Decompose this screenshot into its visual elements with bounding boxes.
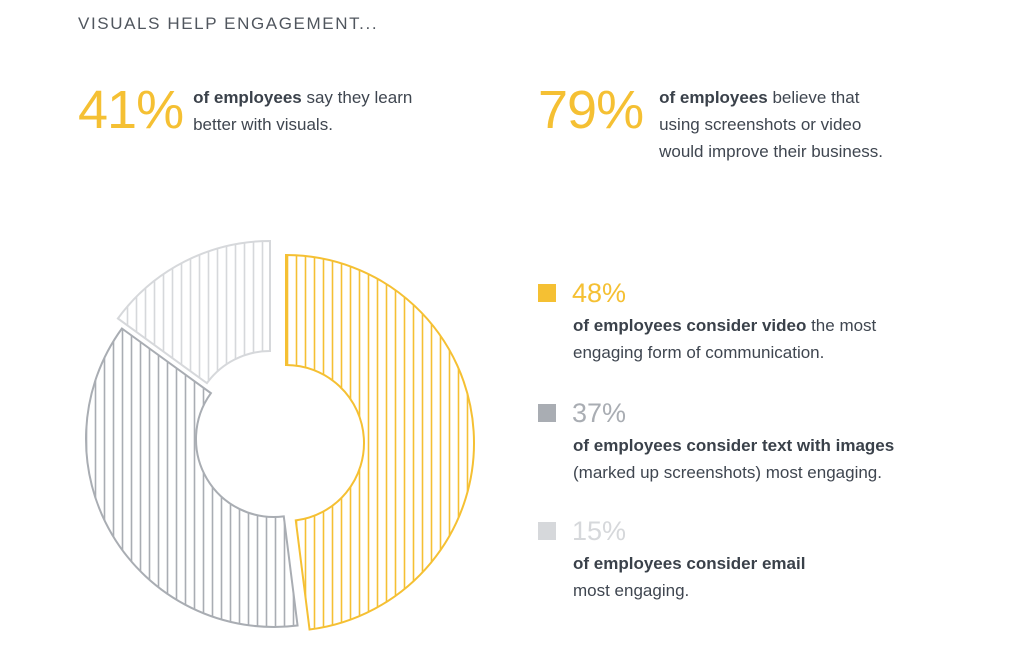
stat-79-percent: 79% of employees believe that using scre… [538,80,883,165]
legend-bold-text: of employees consider email [573,554,806,573]
donut-chart [85,239,476,631]
stat-bold-text: of employees [659,88,768,107]
legend-text: of employees consider video the most eng… [573,312,876,366]
stat-value: 41% [78,80,184,140]
stat-bold-text: of employees [193,88,302,107]
stat-value: 79% [538,80,644,140]
page-heading: VISUALS HELP ENGAGEMENT... [78,14,379,33]
stat-description: of employees say they learn better with … [193,84,412,138]
legend-rest-text: the most [806,316,877,335]
stat-text: say they learn [301,88,413,107]
legend-text-line2: most engaging. [573,581,690,600]
legend-bold-text: of employees consider text with images [573,436,895,455]
stat-41-percent: 41% of employees say they learn better w… [78,80,412,140]
stat-text-line2: better with visuals. [193,115,333,134]
legend-percent: 15% [572,516,627,546]
legend-bold-text: of employees consider video [573,316,807,335]
legend-percent: 48% [572,278,627,308]
donut-slice-email [116,239,271,385]
stat-text-line3: would improve their business. [659,142,884,161]
stat-text: believe that [767,88,860,107]
legend-item-video: 48% of employees consider video the most… [538,278,876,366]
legend-text-line2: (marked up screenshots) most engaging. [573,463,882,482]
legend-swatch-video [538,284,556,302]
legend-item-text-images: 37% of employees consider text with imag… [538,398,894,486]
legend-text: of employees consider text with images (… [573,432,894,486]
legend-text: of employees consider email most engagin… [573,550,805,604]
donut-slice-video [285,253,476,631]
legend-swatch-text-images [538,404,556,422]
legend-text-line2: engaging form of communication. [573,343,825,362]
legend-item-email: 15% of employees consider email most eng… [538,516,805,604]
legend-swatch-email [538,522,556,540]
stat-description: of employees believe that using screensh… [659,84,883,165]
donut-slice-text-images [85,327,299,628]
legend-percent: 37% [572,398,627,428]
stat-text-line2: using screenshots or video [659,115,862,134]
